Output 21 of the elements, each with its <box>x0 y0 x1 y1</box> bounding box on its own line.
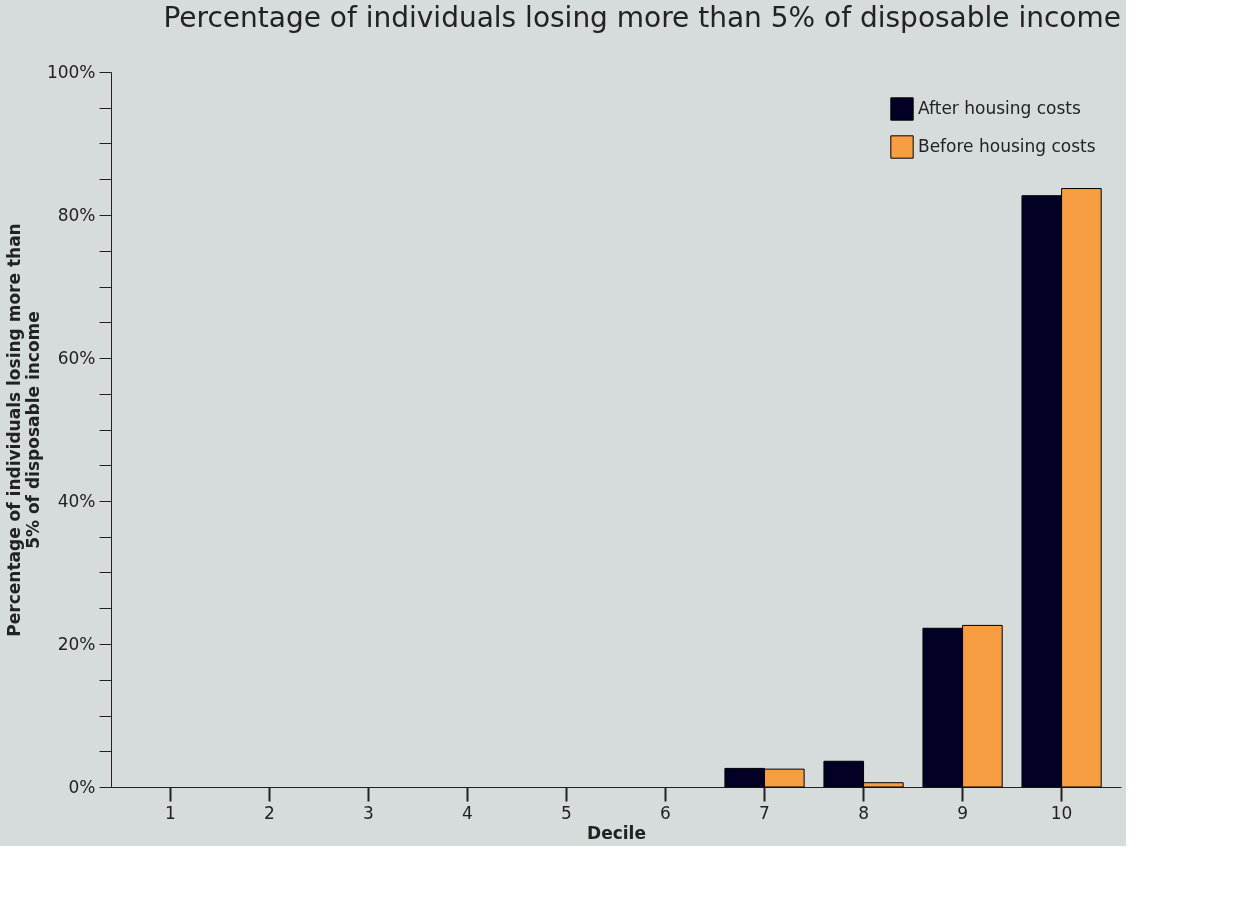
x-tick-label: 8 <box>858 802 869 823</box>
x-tick-label: 1 <box>165 802 176 823</box>
y-tick-label: 20% <box>57 633 96 654</box>
y-tick-label: 100% <box>46 61 96 82</box>
y-tick-label: 60% <box>57 347 96 368</box>
legend-label: Before housing costs <box>918 136 1096 156</box>
x-tick-label: 3 <box>363 802 374 823</box>
x-tick-label: 10 <box>1050 802 1073 823</box>
y-tick-label: 40% <box>57 490 96 511</box>
legend-label: After housing costs <box>918 98 1081 118</box>
x-tick-label: 6 <box>660 802 671 823</box>
chart-title: Percentage of individuals losing more than 5% of disposable income <box>163 1 1121 34</box>
y-axis-title: Percentage of individuals losing more than 5% of disposable income <box>3 223 43 637</box>
x-tick-label: 9 <box>957 802 968 823</box>
y-tick-label: 0% <box>68 776 96 797</box>
x-tick-label: 5 <box>561 802 572 823</box>
x-tick-label: 4 <box>462 802 473 823</box>
y-tick-label: 80% <box>57 204 96 225</box>
x-tick-label: 7 <box>759 802 770 823</box>
x-tick-label: 2 <box>264 802 275 823</box>
x-axis-title: Decile <box>587 822 646 843</box>
